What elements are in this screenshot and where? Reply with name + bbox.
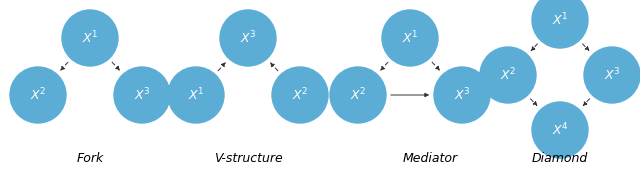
Text: $X^4$: $X^4$: [552, 122, 568, 138]
FancyArrowPatch shape: [218, 63, 225, 71]
Circle shape: [114, 67, 170, 123]
Circle shape: [382, 10, 438, 66]
FancyArrowPatch shape: [381, 62, 388, 70]
Text: $X^3$: $X^3$: [134, 87, 150, 103]
Text: $X^3$: $X^3$: [454, 87, 470, 103]
FancyArrowPatch shape: [531, 99, 537, 105]
Text: $X^1$: $X^1$: [402, 30, 419, 46]
FancyArrowPatch shape: [582, 44, 589, 50]
Circle shape: [10, 67, 66, 123]
Circle shape: [584, 47, 640, 103]
Text: $X^1$: $X^1$: [188, 87, 204, 103]
Circle shape: [62, 10, 118, 66]
Text: $X^2$: $X^2$: [29, 87, 46, 103]
Circle shape: [532, 102, 588, 158]
Text: Mediator: Mediator: [403, 151, 458, 164]
Text: $X^3$: $X^3$: [239, 30, 257, 46]
FancyArrowPatch shape: [531, 44, 538, 50]
Circle shape: [168, 67, 224, 123]
Text: $X^2$: $X^2$: [292, 87, 308, 103]
Text: $X^1$: $X^1$: [552, 12, 568, 28]
Text: $X^3$: $X^3$: [604, 67, 620, 83]
Circle shape: [330, 67, 386, 123]
FancyArrowPatch shape: [432, 62, 439, 70]
FancyArrowPatch shape: [112, 62, 119, 70]
Text: Diamond: Diamond: [532, 151, 588, 164]
Circle shape: [480, 47, 536, 103]
Text: $X^2$: $X^2$: [349, 87, 366, 103]
FancyArrowPatch shape: [271, 63, 278, 71]
Circle shape: [532, 0, 588, 48]
FancyArrowPatch shape: [583, 99, 589, 105]
Circle shape: [272, 67, 328, 123]
Text: Fork: Fork: [76, 151, 104, 164]
FancyArrowPatch shape: [391, 93, 428, 97]
FancyArrowPatch shape: [61, 62, 68, 70]
Text: $X^2$: $X^2$: [500, 67, 516, 83]
Circle shape: [220, 10, 276, 66]
Text: $X^1$: $X^1$: [82, 30, 99, 46]
Circle shape: [434, 67, 490, 123]
Text: V-structure: V-structure: [214, 151, 282, 164]
